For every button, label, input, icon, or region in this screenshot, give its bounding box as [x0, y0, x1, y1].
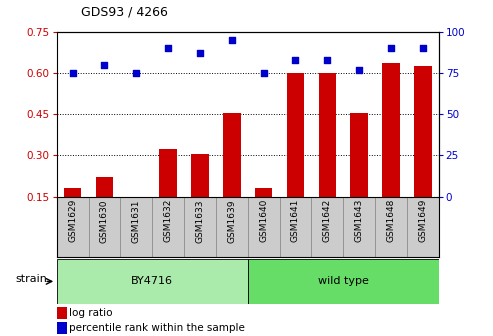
- Bar: [280, 197, 312, 257]
- Point: [69, 71, 76, 76]
- Bar: [255, 188, 273, 197]
- Bar: [247, 197, 280, 257]
- Text: GSM1641: GSM1641: [291, 199, 300, 242]
- Point: [228, 38, 236, 43]
- Point: [419, 46, 427, 51]
- Bar: [382, 64, 400, 197]
- Point: [387, 46, 395, 51]
- Bar: [57, 197, 89, 257]
- Bar: [312, 197, 343, 257]
- Point: [355, 67, 363, 73]
- Text: GSM1631: GSM1631: [132, 199, 141, 243]
- Bar: [223, 113, 241, 197]
- Bar: [128, 197, 145, 201]
- Bar: [120, 197, 152, 257]
- Point: [164, 46, 172, 51]
- Point: [196, 51, 204, 56]
- Text: GSM1642: GSM1642: [323, 199, 332, 242]
- Bar: [216, 197, 247, 257]
- Bar: [57, 323, 68, 335]
- Bar: [287, 73, 304, 197]
- Text: percentile rank within the sample: percentile rank within the sample: [69, 324, 245, 333]
- Text: GSM1639: GSM1639: [227, 199, 236, 243]
- Text: GSM1630: GSM1630: [100, 199, 109, 243]
- Bar: [64, 188, 81, 197]
- Bar: [375, 197, 407, 257]
- Bar: [184, 197, 216, 257]
- Text: GSM1632: GSM1632: [164, 199, 173, 242]
- Bar: [57, 307, 68, 319]
- Bar: [57, 259, 247, 304]
- Text: GSM1629: GSM1629: [68, 199, 77, 242]
- Bar: [96, 177, 113, 197]
- Point: [291, 57, 299, 62]
- Bar: [343, 197, 375, 257]
- Text: GSM1633: GSM1633: [195, 199, 205, 243]
- Text: strain: strain: [15, 274, 47, 284]
- Bar: [351, 113, 368, 197]
- Bar: [159, 149, 177, 197]
- Bar: [318, 73, 336, 197]
- Text: wild type: wild type: [318, 277, 369, 286]
- Text: GSM1640: GSM1640: [259, 199, 268, 242]
- Bar: [414, 66, 431, 197]
- Bar: [407, 197, 439, 257]
- Text: GDS93 / 4266: GDS93 / 4266: [81, 5, 168, 18]
- Point: [323, 57, 331, 62]
- Text: GSM1643: GSM1643: [354, 199, 364, 242]
- Text: BY4716: BY4716: [131, 277, 173, 286]
- Text: GSM1649: GSM1649: [419, 199, 427, 242]
- Point: [101, 62, 108, 68]
- Point: [260, 71, 268, 76]
- Bar: [247, 259, 439, 304]
- Bar: [152, 197, 184, 257]
- Bar: [89, 197, 120, 257]
- Text: log ratio: log ratio: [69, 308, 112, 318]
- Bar: [191, 154, 209, 197]
- Point: [132, 71, 140, 76]
- Text: GSM1648: GSM1648: [387, 199, 395, 242]
